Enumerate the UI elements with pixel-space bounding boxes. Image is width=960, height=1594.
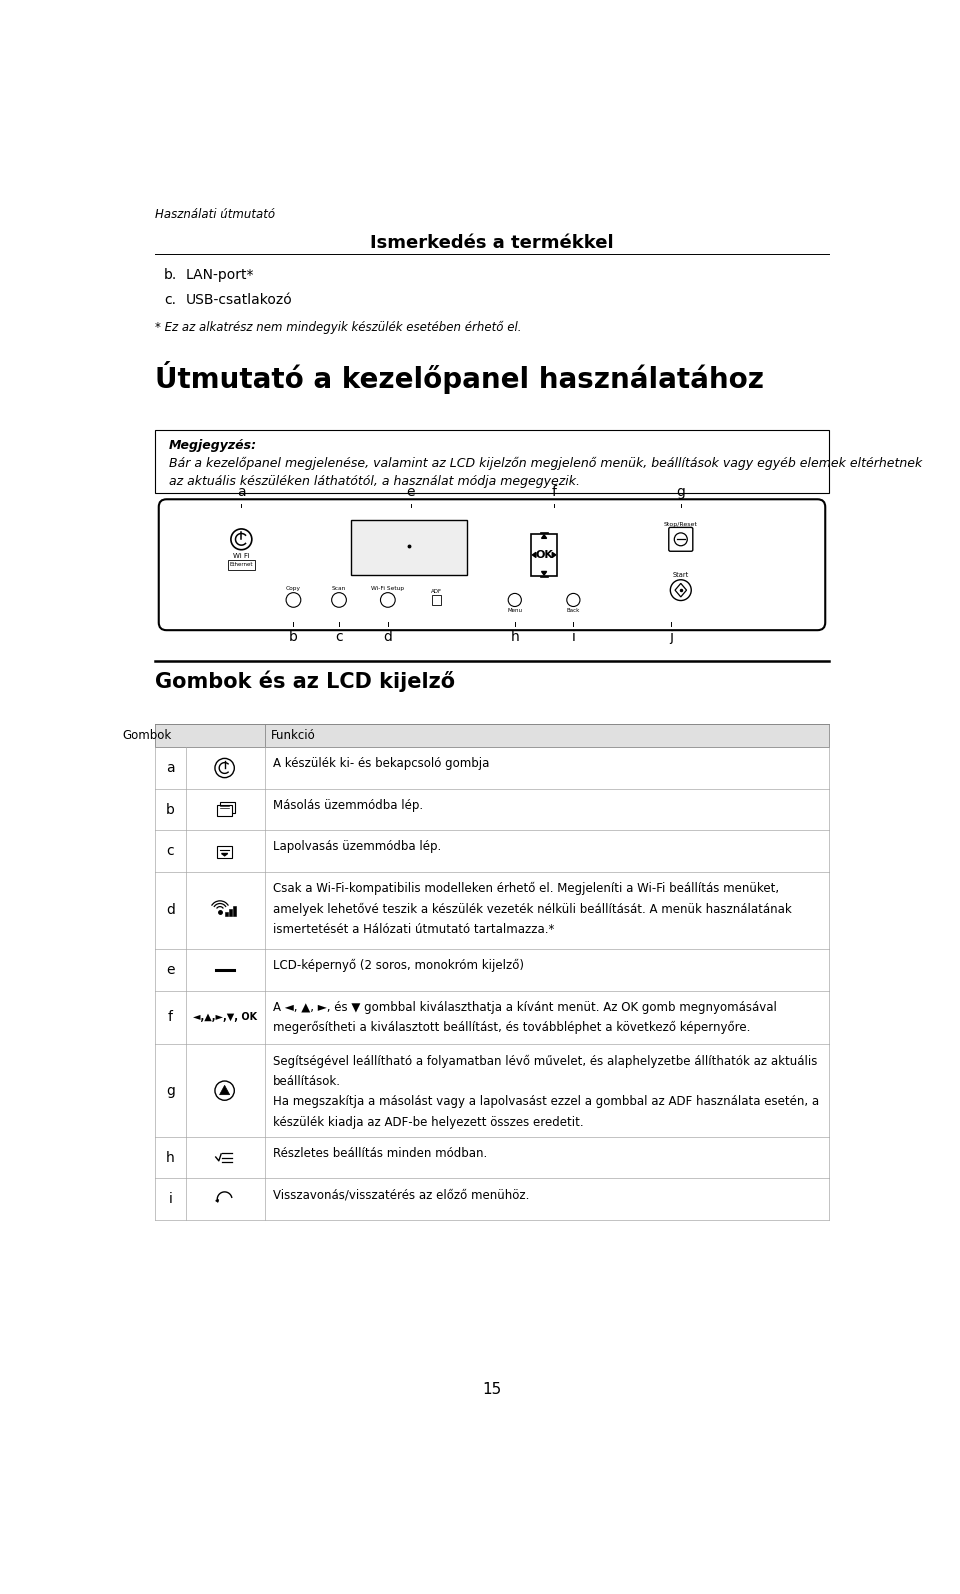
Text: b: b bbox=[166, 803, 175, 816]
Polygon shape bbox=[533, 553, 536, 558]
FancyBboxPatch shape bbox=[669, 528, 693, 552]
Text: Bár a kezelőpanel megjelenése, valamint az LCD kijelzőn megjelenő menük, beállít: Bár a kezelőpanel megjelenése, valamint … bbox=[169, 457, 922, 470]
Text: USB-csatlakozó: USB-csatlakozó bbox=[186, 293, 293, 308]
Polygon shape bbox=[222, 853, 228, 856]
Text: Útmutató a kezelőpanel használatához: Útmutató a kezelőpanel használatához bbox=[155, 360, 764, 394]
Bar bbox=[217, 805, 232, 816]
Text: OK: OK bbox=[535, 550, 553, 559]
Text: e: e bbox=[406, 485, 415, 499]
Text: e: e bbox=[166, 963, 175, 977]
Polygon shape bbox=[220, 1086, 229, 1095]
Text: ismertetését a Hálózati útmutató tartalmazza.*: ismertetését a Hálózati útmutató tartalm… bbox=[273, 923, 554, 936]
Text: * Ez az alkatrész nem mindegyik készülék esetében érhető el.: * Ez az alkatrész nem mindegyik készülék… bbox=[155, 320, 521, 333]
FancyBboxPatch shape bbox=[158, 499, 826, 630]
Text: j: j bbox=[669, 630, 673, 644]
FancyBboxPatch shape bbox=[531, 534, 557, 575]
Text: Lapolvasás üzemmódba lép.: Lapolvasás üzemmódba lép. bbox=[273, 840, 441, 853]
Text: h: h bbox=[511, 630, 519, 644]
Text: A készülék ki- és bekapcsoló gombja: A készülék ki- és bekapcsoló gombja bbox=[273, 757, 489, 770]
Polygon shape bbox=[541, 572, 546, 575]
Text: b: b bbox=[289, 630, 298, 644]
Text: Ha megszakítja a másolást vagy a lapolvasást ezzel a gombbal az ADF használata e: Ha megszakítja a másolást vagy a lapolva… bbox=[273, 1095, 819, 1108]
Text: a: a bbox=[237, 485, 246, 499]
Bar bbox=[155, 724, 829, 748]
Text: h: h bbox=[166, 1151, 175, 1165]
Text: d: d bbox=[383, 630, 393, 644]
Polygon shape bbox=[552, 553, 556, 558]
Bar bbox=[432, 595, 441, 604]
Text: beállítások.: beállítások. bbox=[273, 1074, 341, 1087]
Text: Wi Fi: Wi Fi bbox=[233, 553, 250, 559]
Text: Gombok és az LCD kijelző: Gombok és az LCD kijelző bbox=[155, 671, 455, 692]
Polygon shape bbox=[216, 1200, 219, 1202]
Text: Menu: Menu bbox=[507, 607, 522, 612]
Polygon shape bbox=[541, 536, 546, 539]
Text: g: g bbox=[677, 485, 685, 499]
Text: Visszavonás/visszatérés az előző menühöz.: Visszavonás/visszatérés az előző menühöz… bbox=[273, 1189, 529, 1202]
Text: i: i bbox=[168, 1192, 172, 1207]
Text: 15: 15 bbox=[482, 1382, 502, 1396]
Text: készülék kiadja az ADF-be helyezett összes eredetit.: készülék kiadja az ADF-be helyezett össz… bbox=[273, 1116, 584, 1129]
Text: b.: b. bbox=[164, 268, 178, 282]
Text: Ethernet: Ethernet bbox=[229, 561, 253, 567]
Text: Start: Start bbox=[673, 572, 689, 577]
FancyBboxPatch shape bbox=[155, 430, 829, 493]
Text: c.: c. bbox=[164, 293, 177, 308]
Text: g: g bbox=[166, 1084, 175, 1098]
Text: a: a bbox=[166, 760, 175, 775]
Text: Segítségével leállítható a folyamatban lévő művelet, és alaphelyzetbe állíthatók: Segítségével leállítható a folyamatban l… bbox=[273, 1055, 817, 1068]
Text: Funkció: Funkció bbox=[271, 728, 316, 743]
FancyBboxPatch shape bbox=[228, 559, 255, 569]
Bar bbox=[229, 909, 231, 917]
Text: f: f bbox=[551, 485, 557, 499]
Text: Másolás üzemmódba lép.: Másolás üzemmódba lép. bbox=[273, 799, 422, 811]
Text: amelyek lehetővé teszik a készülék vezeték nélküli beállítását. A menük használa: amelyek lehetővé teszik a készülék vezet… bbox=[273, 902, 791, 915]
Text: Ismerkedés a termékkel: Ismerkedés a termékkel bbox=[371, 234, 613, 252]
Bar bbox=[217, 846, 232, 858]
Text: Back: Back bbox=[566, 607, 580, 612]
Text: f: f bbox=[168, 1011, 173, 1025]
Text: Copy: Copy bbox=[286, 587, 300, 591]
Text: Használati útmutató: Használati útmutató bbox=[155, 209, 275, 222]
Text: Scan: Scan bbox=[332, 587, 347, 591]
Text: c: c bbox=[335, 630, 343, 644]
Text: c: c bbox=[167, 845, 174, 858]
Text: LCD-képernyő (2 soros, monokróm kijelző): LCD-képernyő (2 soros, monokróm kijelző) bbox=[273, 960, 523, 972]
FancyBboxPatch shape bbox=[350, 520, 468, 575]
Text: Megjegyzés:: Megjegyzés: bbox=[169, 440, 257, 453]
Text: Stop/Reset: Stop/Reset bbox=[664, 521, 698, 528]
Text: megerősítheti a kiválasztott beállítást, és továbbléphet a következő képernyőre.: megerősítheti a kiválasztott beállítást,… bbox=[273, 1020, 750, 1035]
Text: Részletes beállítás minden módban.: Részletes beállítás minden módban. bbox=[273, 1146, 487, 1160]
Text: Gombok: Gombok bbox=[123, 728, 172, 743]
Bar bbox=[233, 905, 235, 917]
Text: ◄,▲,►,▼, OK: ◄,▲,►,▼, OK bbox=[193, 1012, 256, 1022]
Bar bbox=[220, 802, 234, 813]
Text: Csak a Wi-Fi-kompatibilis modelleken érhető el. Megjeleníti a Wi-Fi beállítás me: Csak a Wi-Fi-kompatibilis modelleken érh… bbox=[273, 881, 779, 896]
Bar bbox=[226, 912, 228, 917]
Text: A ◄, ▲, ►, és ▼ gombbal kiválaszthatja a kívánt menüt. Az OK gomb megnyomásával: A ◄, ▲, ►, és ▼ gombbal kiválaszthatja a… bbox=[273, 1001, 777, 1014]
Text: d: d bbox=[166, 904, 175, 918]
Text: ADF: ADF bbox=[431, 588, 443, 595]
Text: LAN-port*: LAN-port* bbox=[186, 268, 254, 282]
Text: az aktuális készüléken láthatótól, a használat módja megegyezik.: az aktuális készüléken láthatótól, a has… bbox=[169, 475, 580, 488]
Text: Wi-Fi Setup: Wi-Fi Setup bbox=[372, 587, 404, 591]
Text: i: i bbox=[571, 630, 575, 644]
